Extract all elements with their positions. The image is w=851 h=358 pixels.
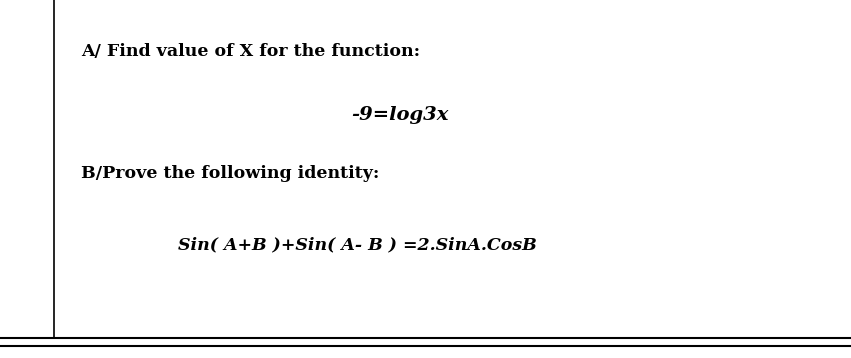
Text: B/Prove the following identity:: B/Prove the following identity: <box>81 165 380 182</box>
Text: Sin( A+B )+Sin( A- B ) =2.SinA.CosB: Sin( A+B )+Sin( A- B ) =2.SinA.CosB <box>178 237 537 254</box>
Text: -9=log3x: -9=log3x <box>351 106 448 124</box>
Text: A/ Find value of X for the function:: A/ Find value of X for the function: <box>81 43 420 61</box>
